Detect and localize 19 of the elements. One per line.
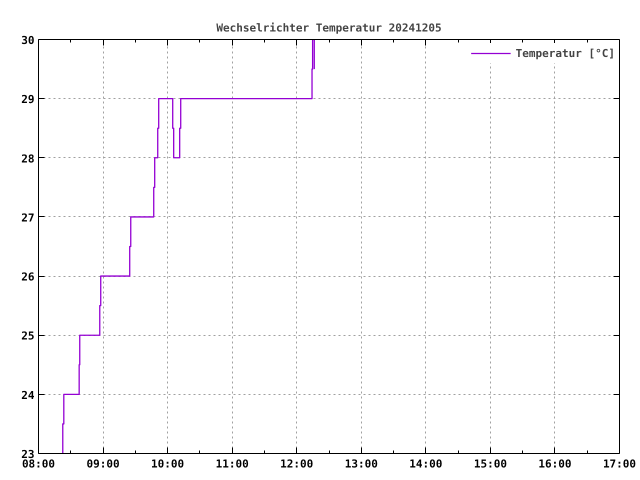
y-tick-label: 26 xyxy=(21,270,35,284)
legend-label: Temperatur [°C] xyxy=(516,46,615,60)
x-tick-label: 09:00 xyxy=(86,458,120,470)
x-tick-label: 12:00 xyxy=(280,458,314,470)
y-tick-label: 28 xyxy=(21,152,35,166)
x-tick-label: 08:00 xyxy=(22,458,56,470)
x-tick-label: 10:00 xyxy=(151,458,184,470)
y-tick-label: 29 xyxy=(21,93,35,106)
x-tick-label: 13:00 xyxy=(344,458,378,470)
x-tick-label: 14:00 xyxy=(409,458,442,470)
y-tick-label: 24 xyxy=(21,388,35,402)
x-tick-label: 11:00 xyxy=(216,458,249,470)
x-tick-label: 16:00 xyxy=(538,458,572,470)
y-tick-label: 25 xyxy=(21,330,35,343)
x-tick-label: 15:00 xyxy=(474,458,507,470)
y-tick-label: 30 xyxy=(21,34,35,47)
chart-title: Wechselrichter Temperatur 20241205 xyxy=(216,22,442,34)
x-tick-label: 17:00 xyxy=(602,458,636,470)
y-tick-label: 27 xyxy=(21,211,35,224)
